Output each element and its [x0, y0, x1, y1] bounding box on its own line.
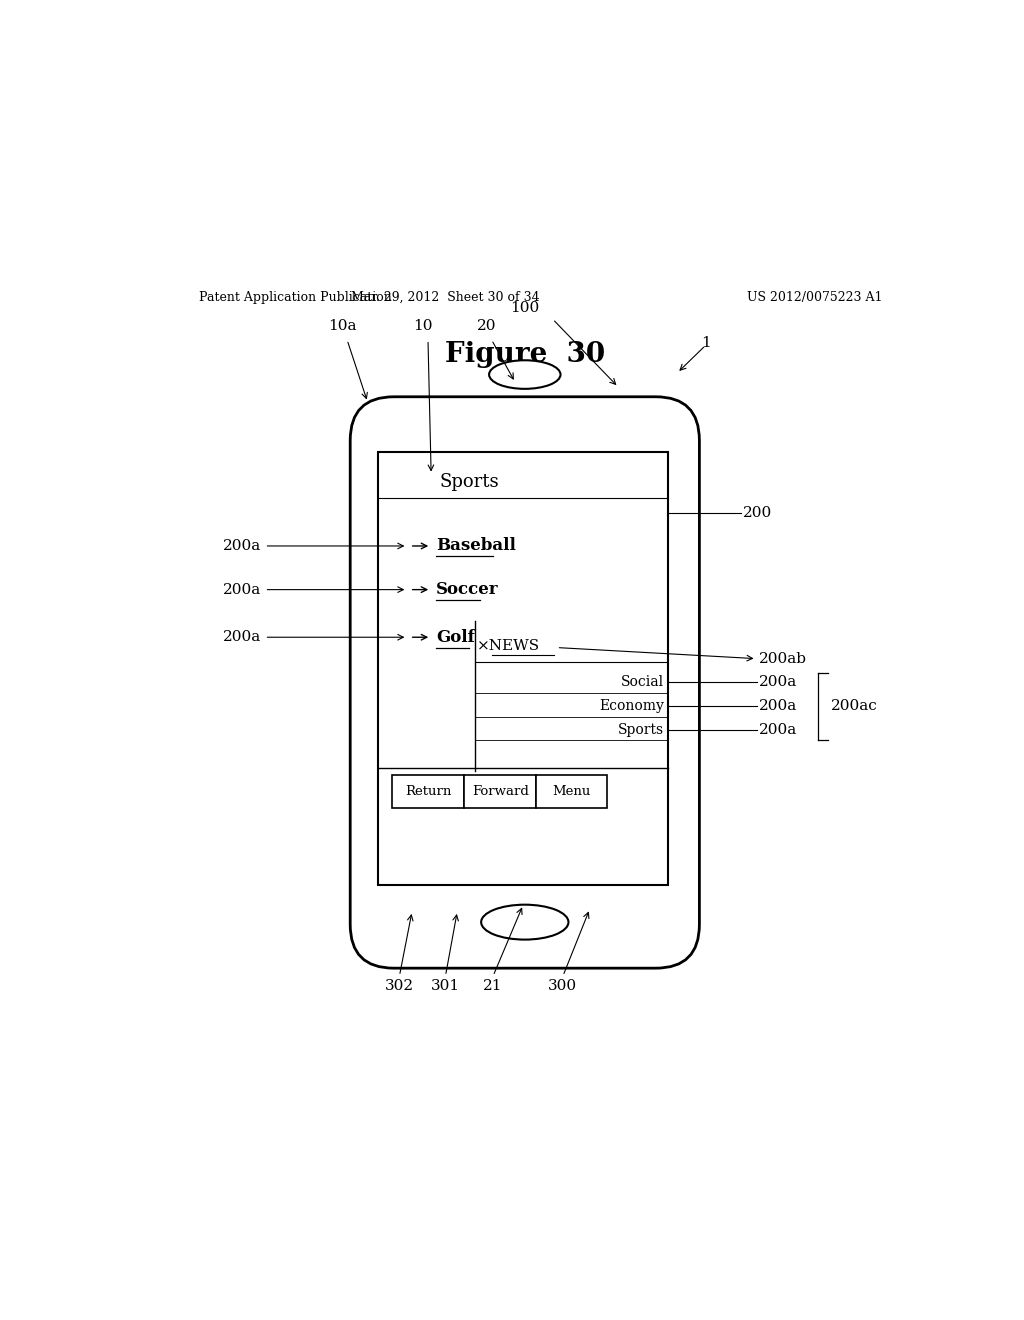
Bar — [536, 775, 607, 808]
Text: 200a: 200a — [759, 723, 797, 737]
Text: 200a: 200a — [223, 582, 261, 597]
Bar — [392, 775, 464, 808]
Text: Baseball: Baseball — [436, 537, 516, 554]
Text: Forward: Forward — [472, 784, 528, 797]
Text: ×NEWS: ×NEWS — [477, 639, 541, 653]
Text: Mar. 29, 2012  Sheet 30 of 34: Mar. 29, 2012 Sheet 30 of 34 — [351, 292, 540, 304]
Text: 200a: 200a — [759, 676, 797, 689]
Text: Golf: Golf — [436, 628, 475, 645]
Text: 20: 20 — [477, 319, 497, 333]
Text: Menu: Menu — [552, 784, 591, 797]
Text: 10: 10 — [414, 319, 433, 333]
Text: 200a: 200a — [759, 700, 797, 713]
Text: 200ab: 200ab — [759, 652, 807, 665]
Text: 1: 1 — [701, 335, 711, 350]
Ellipse shape — [489, 360, 560, 389]
Text: 200ac: 200ac — [831, 700, 878, 713]
Text: 200: 200 — [743, 507, 772, 520]
Bar — [378, 453, 668, 884]
Text: Return: Return — [404, 784, 452, 797]
Text: 302: 302 — [385, 979, 414, 994]
Text: Figure  30: Figure 30 — [444, 341, 605, 368]
Ellipse shape — [481, 904, 568, 940]
FancyBboxPatch shape — [350, 397, 699, 968]
Text: 100: 100 — [510, 301, 540, 315]
Text: US 2012/0075223 A1: US 2012/0075223 A1 — [748, 292, 883, 304]
Text: 301: 301 — [431, 979, 460, 994]
Text: Economy: Economy — [600, 700, 665, 713]
Text: 200a: 200a — [223, 630, 261, 644]
Bar — [465, 775, 536, 808]
Text: 10a: 10a — [328, 319, 356, 333]
Text: 21: 21 — [483, 979, 503, 994]
Text: Soccer: Soccer — [436, 581, 499, 598]
Text: Sports: Sports — [439, 473, 499, 491]
Text: 200a: 200a — [223, 539, 261, 553]
Text: 300: 300 — [548, 979, 578, 994]
Text: Patent Application Publication: Patent Application Publication — [200, 292, 392, 304]
Text: Social: Social — [622, 676, 665, 689]
Text: Sports: Sports — [618, 723, 665, 737]
